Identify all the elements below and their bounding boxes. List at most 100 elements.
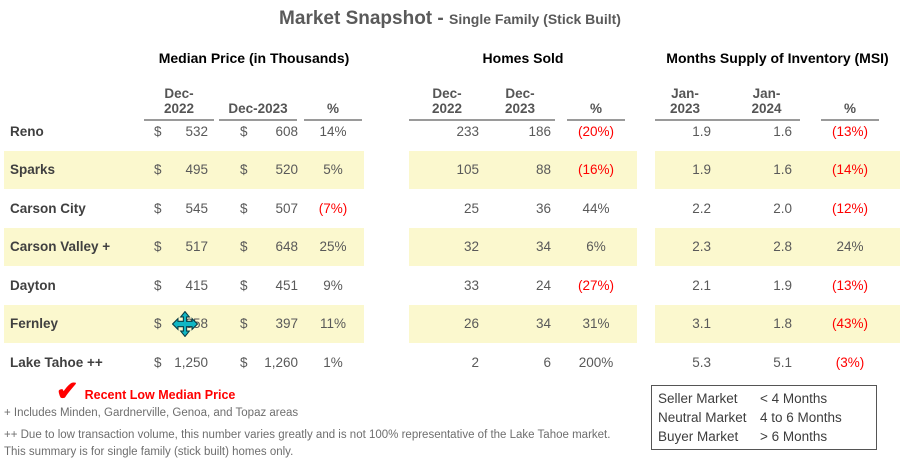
median-price-dec-2022-cell: $ 545 (154, 200, 208, 216)
msi-jan-2023-cell: 2.1 (692, 277, 711, 293)
median-price-dec-2023-cell: $ 451 (240, 277, 298, 293)
median-price-dec-2023-cell: $ 520 (214, 150, 302, 189)
section-header-row: Median Price (in Thousands) Homes Sold M… (4, 50, 900, 66)
legend-item-label: Buyer Market (658, 429, 739, 444)
column-header-msi-pct: % (800, 86, 900, 121)
median-price-dec-2022-cell: $ 415 (154, 277, 208, 293)
legend-item-label: Neutral Market (658, 410, 747, 425)
homes-sold-pct-cell: 200% (578, 354, 614, 370)
move-cursor-icon (172, 311, 198, 337)
column-header-median-dec-2022: Dec-2022 (144, 86, 214, 121)
msi-jan-2024-cell: 5.1 (773, 354, 792, 370)
homes-sold-pct-cell: 31% (555, 304, 637, 343)
median-price-pct-cell: 9% (323, 277, 343, 293)
msi-jan-2024-cell: 2.0 (773, 200, 792, 216)
msi-jan-2023-cell: 5.3 (692, 354, 711, 370)
homes-sold-dec-2023-cell: 34 (485, 304, 555, 343)
section-header-msi: Months Supply of Inventory (MSI) (666, 50, 889, 66)
median-price-pct-cell: 14% (319, 123, 347, 139)
msi-pct-cell: (13%) (831, 277, 868, 293)
legend-item: Neutral Market 4 to 6 Months (658, 408, 870, 427)
row-label: Fernley (4, 304, 144, 343)
homes-sold-dec-2022-cell: 233 (456, 123, 479, 139)
median-price-pct-cell: 1% (323, 354, 343, 370)
median-price-pct-cell: (7%) (318, 200, 348, 216)
homes-sold-dec-2022-cell: 32 (409, 227, 485, 266)
median-price-dec-2023-cell: $ 608 (240, 123, 298, 139)
currency-symbol: $ (240, 277, 248, 293)
footnote-summary: This summary is for single family (stick… (4, 446, 294, 458)
msi-pct-cell: 24% (800, 227, 900, 266)
homes-sold-dec-2022-cell: 33 (463, 277, 479, 293)
median-price-dec-2022-cell: $ 532 (154, 123, 208, 139)
row-label: Sparks (4, 150, 144, 189)
homes-sold-dec-2023-cell: 88 (485, 150, 555, 189)
currency-symbol: $ (154, 123, 162, 139)
legend-item-label: Seller Market (658, 391, 738, 406)
data-rows: Reno $ 532 $ 608 14% 233 186 (20%) 1.9 1… (0, 112, 900, 382)
median-price-pct-cell: 11% (302, 304, 364, 343)
recent-low-annotation: ✔ Recent Low Median Price (56, 376, 236, 406)
legend-item: Buyer Market > 6 Months (658, 427, 870, 446)
page-title-separator: - (437, 8, 444, 29)
currency-symbol: $ (240, 239, 248, 255)
row-label: Lake Tahoe ++ (10, 354, 103, 370)
homes-sold-dec-2022-cell: 26 (409, 304, 485, 343)
homes-sold-dec-2023-cell: 186 (528, 123, 551, 139)
column-header-row: Dec-2022 Dec-2023 % Dec-2022 Dec-2023 % … (4, 86, 900, 121)
section-header-homes-sold: Homes Sold (482, 50, 564, 66)
msi-jan-2024-cell: 1.9 (773, 277, 792, 293)
msi-pct-cell: (3%) (835, 354, 865, 370)
currency-symbol: $ (154, 200, 162, 216)
currency-symbol: $ (240, 316, 248, 332)
table-row: Carson City $ 545 $ 507 (7%) 25 36 44% 2… (4, 189, 900, 228)
median-price-dec-2023-cell: $ 1,260 (240, 354, 298, 370)
column-header-msi-jan-2024: Jan-2024 (715, 86, 800, 121)
column-header-homes-dec-2023: Dec-2023 (485, 86, 555, 121)
currency-symbol: $ (154, 277, 162, 293)
row-label: Reno (10, 123, 44, 139)
msi-pct-cell: (43%) (800, 304, 900, 343)
msi-jan-2023-cell: 1.9 (692, 123, 711, 139)
legend-item-value: 4 to 6 Months (760, 410, 842, 425)
column-header-msi-jan-2023: Jan-2023 (655, 86, 715, 121)
currency-symbol: $ (154, 162, 162, 178)
homes-sold-dec-2023-cell: 34 (485, 227, 555, 266)
homes-sold-dec-2022-cell: 2 (471, 354, 479, 370)
recent-low-label: Recent Low Median Price (84, 388, 236, 402)
legend-item-value: < 4 Months (760, 391, 828, 406)
row-label: Carson City (10, 200, 86, 216)
homes-sold-dec-2022-cell: 105 (409, 150, 485, 189)
median-price-dec-2022-cell: $ 1,250 (154, 354, 208, 370)
median-price-pct-cell: 5% (302, 150, 364, 189)
msi-jan-2024-cell: 1.8 (715, 304, 800, 343)
msi-pct-cell: (12%) (831, 200, 868, 216)
legend-item: Seller Market < 4 Months (658, 389, 870, 408)
median-price-pct-cell: 25% (302, 227, 364, 266)
msi-jan-2023-cell: 3.1 (655, 304, 715, 343)
currency-symbol: $ (154, 316, 162, 332)
msi-jan-2023-cell: 2.3 (655, 227, 715, 266)
msi-jan-2023-cell: 2.2 (692, 200, 711, 216)
median-price-dec-2022-cell: $ 495 (144, 150, 214, 189)
msi-jan-2023-cell: 1.9 (655, 150, 715, 189)
homes-sold-pct-cell: (27%) (577, 277, 614, 293)
section-header-median-price: Median Price (in Thousands) (158, 50, 350, 66)
footnote-plus-plus: ++ Due to low transaction volume, this n… (4, 429, 611, 441)
msi-pct-cell: (14%) (800, 150, 900, 189)
column-header-homes-dec-2022: Dec-2022 (409, 86, 485, 121)
msi-jan-2024-cell: 2.8 (715, 227, 800, 266)
currency-symbol: $ (154, 239, 162, 255)
homes-sold-pct-cell: 6% (555, 227, 637, 266)
table-row: Sparks $ 495 $ 520 5% 105 88 (16%) 1.9 1… (4, 150, 900, 189)
red-checkmark-icon: ✔ (56, 376, 79, 406)
currency-symbol: $ (240, 162, 248, 178)
page-title-main: Market Snapshot (279, 8, 433, 29)
msi-pct-cell: (13%) (831, 123, 868, 139)
currency-symbol: $ (240, 354, 248, 370)
table-row: Fernley $ 358 $ 397 11% 26 34 31% 3.1 1.… (4, 304, 900, 343)
msi-jan-2024-cell: 1.6 (715, 150, 800, 189)
page-title-sub: Single Family (Stick Built) (449, 11, 621, 27)
row-label: Dayton (10, 277, 56, 293)
